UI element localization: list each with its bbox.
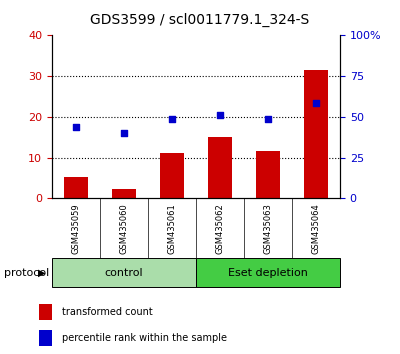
- Bar: [39, 304, 52, 320]
- Text: GDS3599 / scl0011779.1_324-S: GDS3599 / scl0011779.1_324-S: [90, 12, 310, 27]
- Text: GSM435061: GSM435061: [168, 203, 176, 254]
- Text: percentile rank within the sample: percentile rank within the sample: [62, 332, 227, 343]
- Text: GSM435060: GSM435060: [120, 203, 128, 254]
- Text: transformed count: transformed count: [62, 307, 153, 317]
- Text: protocol: protocol: [4, 268, 49, 278]
- Text: ▶: ▶: [38, 268, 46, 278]
- Point: [217, 112, 223, 118]
- Text: GSM435062: GSM435062: [216, 203, 224, 254]
- Text: Eset depletion: Eset depletion: [228, 268, 308, 278]
- Point: [121, 130, 127, 136]
- Bar: [52, 258, 196, 287]
- Point: [169, 116, 175, 122]
- Bar: [256, 152, 280, 198]
- Text: GSM435059: GSM435059: [72, 203, 80, 254]
- Bar: [196, 258, 340, 287]
- Point: [313, 100, 319, 105]
- Bar: [304, 70, 328, 198]
- Bar: [112, 189, 136, 198]
- Point: [73, 124, 79, 130]
- Point: [265, 116, 271, 122]
- Bar: [39, 330, 52, 346]
- Text: GSM435064: GSM435064: [312, 203, 320, 254]
- Bar: [208, 137, 232, 198]
- Text: GSM435063: GSM435063: [264, 203, 272, 254]
- Text: control: control: [105, 268, 143, 278]
- Bar: [160, 154, 184, 198]
- Bar: [64, 177, 88, 198]
